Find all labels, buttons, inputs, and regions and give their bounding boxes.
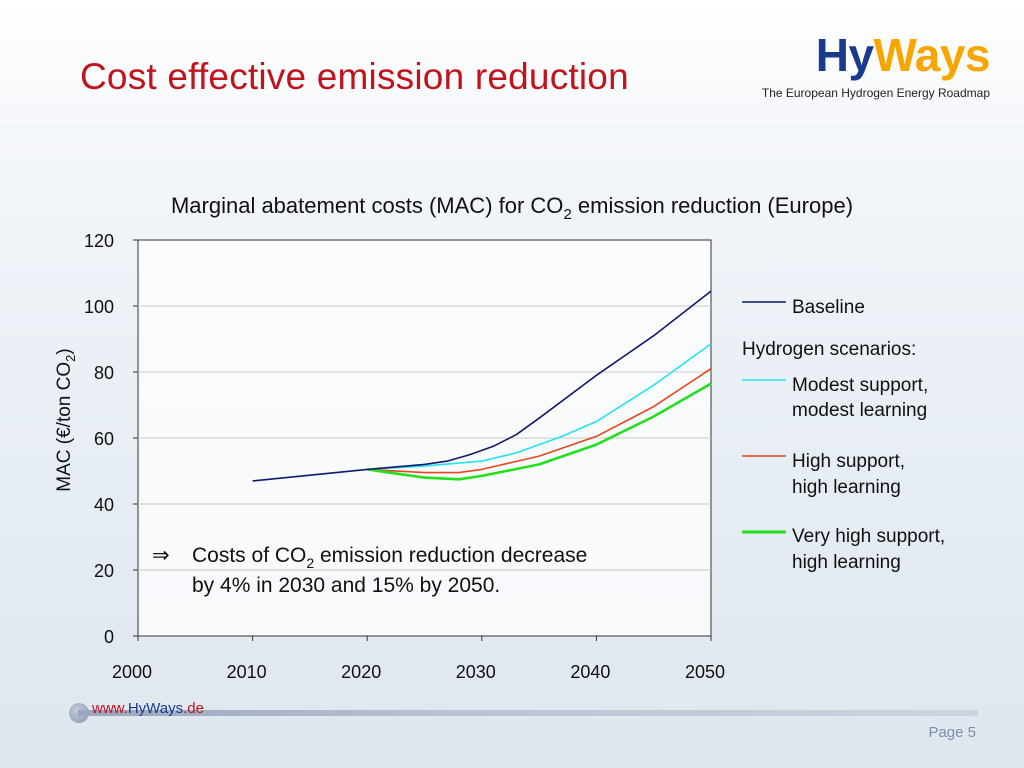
slide-title: Cost effective emission reduction <box>80 56 629 97</box>
x-tick-label-2010: 2010 <box>227 662 267 682</box>
footer-url-prefix: www. <box>92 700 128 717</box>
footer-url-main: HyWays <box>127 700 184 717</box>
footer-url-suffix: .de <box>183 700 204 717</box>
x-tick-label-2000: 2000 <box>112 662 152 682</box>
legend-label-very-high-line2: high learning <box>792 552 901 573</box>
footer-divider <box>78 710 978 716</box>
annotation: ⇒ Costs of CO2 emission reduction decrea… <box>152 543 587 597</box>
legend-label-high-line2: high learning <box>792 477 901 498</box>
legend-label-high-line1: High support, <box>792 451 905 472</box>
series-line-very-high <box>367 382 712 481</box>
legend-label-very-high: Very high support, high learning <box>792 526 945 573</box>
legend-label-baseline: Baseline <box>792 297 865 318</box>
x-tick-label-2040: 2040 <box>570 662 610 682</box>
legend-heading: Hydrogen scenarios: <box>742 339 916 360</box>
series-line-baseline <box>252 290 712 482</box>
legend-label-modest: Modest support, modest learning <box>792 375 928 421</box>
y-axis-label-main: MAC (€/ton CO <box>54 362 75 492</box>
chart-title-main: Marginal abatement costs (MAC) for CO <box>171 193 563 218</box>
chart-title-rest: emission reduction (Europe) <box>572 193 853 218</box>
legend-label-baseline-line: Baseline <box>792 297 865 318</box>
footer-website-link[interactable]: www.HyWays.de <box>92 700 204 717</box>
annotation-line-1-before: Costs of CO <box>192 544 306 567</box>
y-tick-label-40: 40 <box>94 495 114 515</box>
x-tick-label-2050: 2050 <box>685 662 725 682</box>
series-line-high <box>367 368 712 474</box>
legend-label-high: High support, high learning <box>792 451 905 498</box>
chart-title: Marginal abatement costs (MAC) for CO2 e… <box>171 193 853 223</box>
annotation-line-2: by 4% in 2030 and 15% by 2050. <box>192 574 500 597</box>
x-tick-label-2020: 2020 <box>341 662 381 682</box>
annotation-line-1: Costs of CO2 emission reduction decrease <box>192 544 587 571</box>
annotation-arrow: ⇒ <box>152 543 170 567</box>
logo-wordmark: HyWays <box>760 29 991 81</box>
legend-label-very-high-line1: Very high support, <box>792 526 945 547</box>
y-axis-label-end: ) <box>54 348 75 354</box>
legend-label-modest-line2: modest learning <box>792 400 927 421</box>
y-tick-label-100: 100 <box>84 297 114 317</box>
logo-tagline: The European Hydrogen Energy Roadmap <box>761 86 990 100</box>
y-axis-ticks: 0 20 40 60 80 100 120 <box>84 231 138 647</box>
x-axis-ticks: 2000 2010 2020 2030 2040 2050 <box>112 636 725 682</box>
x-tick-label-2030: 2030 <box>456 662 496 682</box>
y-axis-label: MAC (€/ton CO2) <box>54 348 78 491</box>
y-tick-label-60: 60 <box>94 429 114 449</box>
logo-ways: Ways <box>873 29 991 81</box>
page-number: Page 5 <box>928 724 976 741</box>
hyways-logo: HyWays The European Hydrogen Energy Road… <box>760 29 991 100</box>
legend: Baseline Hydrogen scenarios: Modest supp… <box>742 297 945 573</box>
y-tick-label-0: 0 <box>104 627 114 647</box>
logo-hy: Hy <box>815 29 874 81</box>
annotation-line-1-after: emission reduction decrease <box>314 544 587 567</box>
y-tick-label-120: 120 <box>84 231 114 251</box>
legend-label-modest-line1: Modest support, <box>792 375 928 396</box>
y-tick-label-80: 80 <box>94 363 114 383</box>
y-axis-label-subscript: 2 <box>63 355 78 362</box>
series-line-modest <box>367 343 712 471</box>
chart-title-subscript: 2 <box>563 206 571 223</box>
gridlines <box>138 305 711 571</box>
series-lines <box>252 290 712 482</box>
y-tick-label-20: 20 <box>94 561 114 581</box>
annotation-line-1-subscript: 2 <box>306 555 314 571</box>
